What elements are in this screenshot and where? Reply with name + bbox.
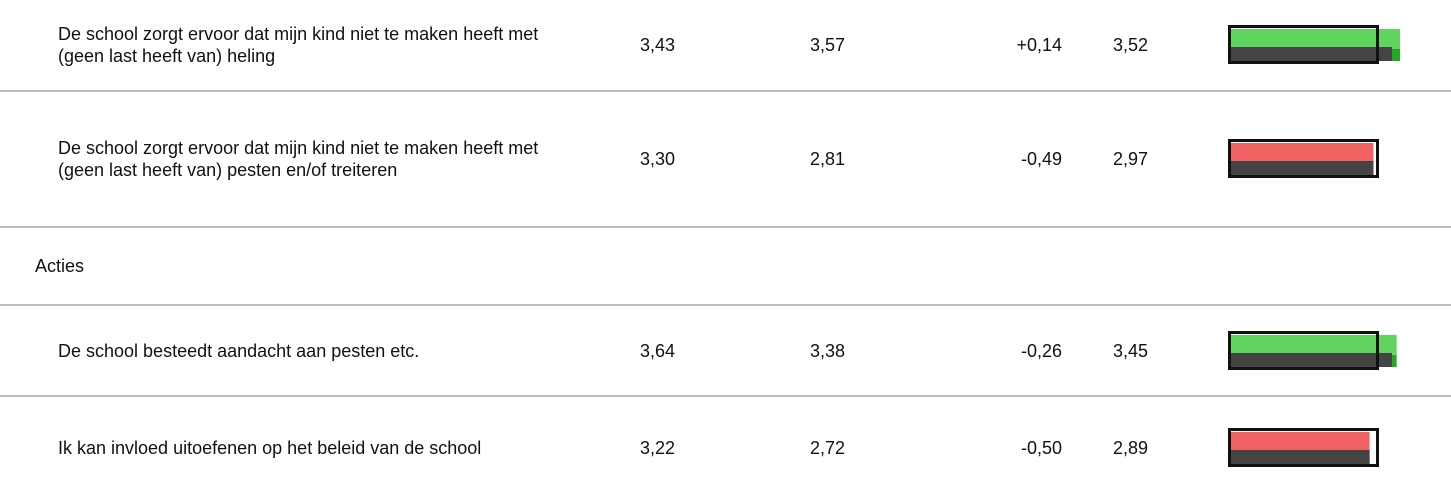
cell-value: 3,57 bbox=[810, 35, 846, 55]
cell-value: 3,22 bbox=[640, 438, 676, 458]
cell-value: 3,45 bbox=[1113, 340, 1149, 361]
bar-frame bbox=[1228, 139, 1379, 178]
cell-value: +0,14 bbox=[1016, 35, 1062, 55]
score-bar bbox=[1228, 25, 1401, 64]
cell-value: 3,52 bbox=[1113, 35, 1149, 55]
cell-value: -0,50 bbox=[1020, 438, 1062, 458]
table-row: De school zorgt ervoor dat mijn kind nie… bbox=[0, 92, 1451, 228]
row-label: Ik kan invloed uitoefenen op het beleid … bbox=[58, 438, 482, 458]
table-row: Acties bbox=[0, 228, 1451, 306]
bar-shade bbox=[1230, 161, 1374, 175]
table-row: Ik kan invloed uitoefenen op het beleid … bbox=[0, 397, 1451, 499]
score-bar bbox=[1228, 330, 1397, 370]
cell-value: 2,81 bbox=[810, 149, 846, 169]
row-label: De school besteedt aandacht aan pesten e… bbox=[58, 340, 420, 361]
bar-fill bbox=[1230, 29, 1401, 49]
bar-fill bbox=[1230, 143, 1374, 163]
score-bar bbox=[1228, 139, 1379, 178]
cell-value: 3,30 bbox=[640, 149, 676, 169]
cell-value: 3,43 bbox=[640, 35, 676, 55]
bar-frame bbox=[1228, 330, 1379, 370]
score-bar bbox=[1228, 428, 1379, 467]
bar-frame bbox=[1228, 25, 1379, 64]
table-row: De school besteedt aandacht aan pesten e… bbox=[0, 306, 1451, 397]
bar-fill bbox=[1230, 432, 1370, 452]
cell-value: -0,49 bbox=[1020, 149, 1062, 169]
cell-value: 2,97 bbox=[1113, 149, 1149, 169]
section-label: Acties bbox=[35, 256, 85, 276]
cell-value: -0,26 bbox=[1020, 340, 1062, 361]
bar-shade bbox=[1230, 47, 1392, 61]
cell-value: 3,64 bbox=[640, 340, 676, 361]
table-row: De school zorgt ervoor dat mijn kind nie… bbox=[0, 0, 1451, 92]
bar-shade bbox=[1230, 450, 1370, 464]
bar-shade bbox=[1230, 352, 1392, 367]
row-label: De school zorgt ervoor dat mijn kind nie… bbox=[58, 24, 539, 66]
row-label: De school zorgt ervoor dat mijn kind nie… bbox=[58, 138, 539, 180]
cell-value: 2,89 bbox=[1113, 438, 1149, 458]
cell-value: 2,72 bbox=[810, 438, 846, 458]
bar-frame bbox=[1228, 428, 1379, 467]
bar-fill bbox=[1230, 334, 1397, 355]
cell-value: 3,38 bbox=[810, 340, 846, 361]
